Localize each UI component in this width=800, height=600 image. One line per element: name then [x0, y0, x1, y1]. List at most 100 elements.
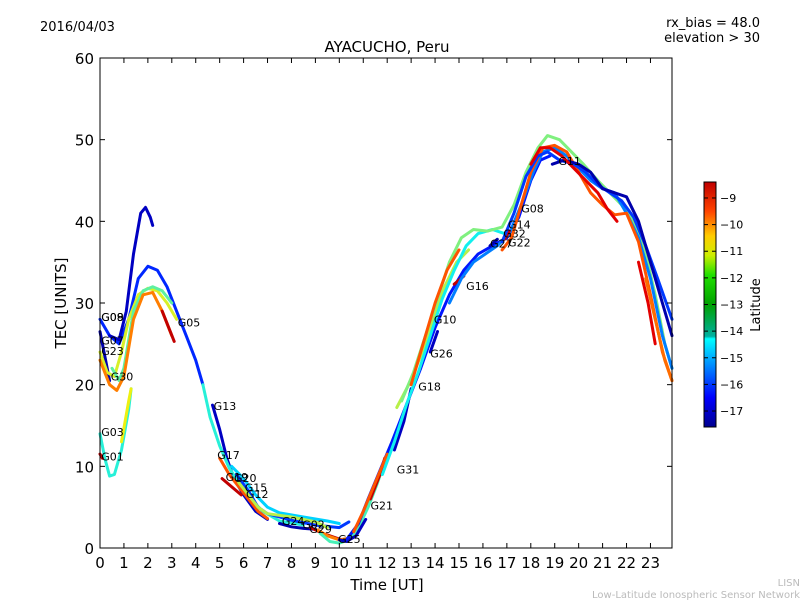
plot-frame: [99, 57, 673, 549]
x-tick-label: 9: [311, 554, 321, 572]
x-tick-label: 0: [95, 554, 105, 572]
y-tick-label: 40: [75, 213, 94, 231]
colorbar-tick-label: −11: [720, 245, 743, 258]
x-tick-label: 23: [641, 554, 660, 572]
y-tick-label: 50: [75, 132, 94, 150]
series-line-g15end: [644, 277, 674, 383]
series-line-g27: [488, 237, 499, 248]
series-line-g26b: [428, 330, 439, 354]
series-line-g15: [234, 473, 351, 530]
satellite-label: G05: [178, 317, 201, 330]
satellite-label: G14: [508, 219, 531, 232]
series-line-g23: [98, 286, 179, 378]
x-tick-label: 11: [354, 554, 373, 572]
series-line-g07: [108, 205, 155, 342]
x-tick-label: 17: [497, 554, 516, 572]
x-tick-label: 16: [473, 554, 492, 572]
satellite-label: G24: [282, 515, 305, 528]
series-line-g16: [409, 248, 461, 387]
date-label: 2016/04/03: [40, 20, 115, 35]
satellite-label: G26: [430, 348, 453, 361]
rx-bias-label: rx_bias = 48.0: [666, 16, 760, 31]
x-tick-label: 13: [402, 554, 421, 572]
colorbar-tick-label: −14: [720, 325, 743, 338]
satellite-label: G13: [214, 400, 237, 413]
series-line-g30b: [98, 290, 174, 392]
x-tick-label: 6: [239, 554, 249, 572]
series-line-g20: [230, 464, 341, 525]
satellite-label: G11: [558, 155, 581, 168]
series-line-g23end: [637, 260, 657, 346]
series-line-g10: [400, 134, 674, 403]
x-tick-label: 21: [593, 554, 612, 572]
x-tick-label: 5: [215, 554, 225, 572]
y-axis-label: TEC [UNITS]: [52, 258, 70, 350]
series-line-g29: [316, 528, 351, 542]
axes: 0 1 2 3 4 5 6 7 8 9 10 11 12 13 14 15 16 17 18 19 20 21 22 2301…: [75, 50, 673, 572]
y-tick-label: 0: [84, 540, 94, 558]
y-tick-label: 10: [75, 458, 94, 476]
satellite-label: G03: [101, 426, 124, 439]
satellite-label: G23: [101, 345, 124, 358]
x-tick-label: 12: [378, 554, 397, 572]
satellite-label: G01: [101, 451, 124, 464]
colorbar-tick-label: −15: [720, 352, 743, 365]
satellite-label: G20: [234, 472, 257, 485]
satellite-label: G30: [111, 371, 134, 384]
satellite-label: G18: [418, 380, 441, 393]
x-tick-label: 10: [330, 554, 349, 572]
x-tick-label: 18: [521, 554, 540, 572]
x-tick-label: 8: [287, 554, 297, 572]
series-line-g11r: [529, 146, 619, 223]
y-tick-label: 60: [75, 50, 94, 68]
satellite-label: G27: [490, 237, 513, 250]
colorbar-tick-label: −13: [720, 299, 743, 312]
credit-network: Low-Latitude Ionospheric Sensor Network: [592, 590, 800, 600]
satellite-label: G25: [338, 533, 361, 546]
series-line-g22: [500, 143, 674, 383]
y-tick-label: 30: [75, 295, 94, 313]
satellite-label: G21: [370, 500, 393, 513]
colorbar-tick-label: −12: [720, 272, 743, 285]
series-line-g26: [380, 228, 506, 476]
x-tick-label: 4: [191, 554, 201, 572]
x-tick-label: 2: [143, 554, 153, 572]
satellite-label: G22: [508, 237, 531, 250]
colorbar-tick-label: −9: [720, 192, 736, 205]
plot-lines: [98, 134, 674, 545]
series-line-g11: [550, 158, 674, 338]
x-tick-label: 3: [167, 554, 177, 572]
elevation-label: elevation > 30: [664, 31, 760, 46]
satellite-label: G16: [466, 280, 489, 293]
colorbar-label: Latitude: [749, 278, 764, 332]
satellite-label: G12: [246, 488, 269, 501]
satellite-label: G32: [503, 228, 526, 241]
series-line-g05tail: [160, 309, 176, 343]
x-tick-label: 20: [569, 554, 588, 572]
series-line-g09: [98, 264, 205, 387]
satellite-label: G10: [434, 313, 457, 326]
satellite-label: G07: [101, 335, 124, 348]
series-line-g24: [278, 522, 317, 531]
x-axis-label: Time [UT]: [349, 576, 423, 594]
series-line-g30: [110, 285, 174, 383]
chart-title: AYACUCHO, Peru: [324, 38, 449, 56]
satellite-label: G19: [226, 471, 249, 484]
x-tick-label: 22: [617, 554, 636, 572]
satellite-label: G08: [101, 311, 124, 324]
satellite-label: G08: [521, 202, 544, 215]
credit-lisn: LISN: [778, 578, 800, 589]
satellite-labels: G09G08G07G23G30G03G01G05G13G17G19G20G15G…: [101, 155, 581, 546]
satellite-label: G29: [309, 523, 332, 536]
series-line-g03b: [120, 387, 133, 444]
x-tick-label: 15: [449, 554, 468, 572]
colorbar-tick-label: −17: [720, 405, 743, 418]
y-tick-label: 20: [75, 377, 94, 395]
series-line-g12: [237, 481, 329, 530]
colorbar-tick-label: −10: [720, 219, 743, 232]
satellite-label: G15: [245, 482, 268, 495]
satellite-label: G02: [302, 518, 325, 531]
colorbar-ticks: −9 −10 −11 −12 −13 −14 −15 −16 −17: [704, 192, 743, 418]
colorbar-tick-label: −16: [720, 378, 743, 391]
